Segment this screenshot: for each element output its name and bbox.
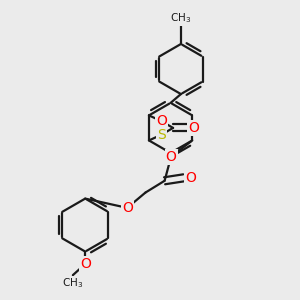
- Text: O: O: [122, 201, 133, 215]
- Text: O: O: [80, 257, 91, 271]
- Text: O: O: [185, 171, 196, 185]
- Text: CH$_3$: CH$_3$: [62, 276, 83, 290]
- Text: S: S: [157, 128, 166, 142]
- Text: O: O: [166, 150, 176, 164]
- Text: O: O: [188, 121, 199, 135]
- Text: O: O: [156, 114, 167, 128]
- Text: CH$_3$: CH$_3$: [170, 12, 191, 26]
